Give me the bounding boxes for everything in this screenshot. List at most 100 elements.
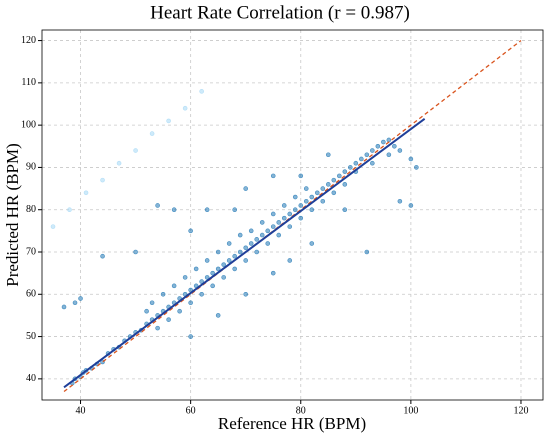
scatter-point [243,258,249,263]
scatter-point [287,258,293,263]
scatter-point [259,220,265,225]
y-tick-label: 80 [26,204,36,215]
scatter-point [248,241,254,246]
scatter-point [281,215,287,221]
scatter-point [237,249,243,255]
scatter-point [100,253,105,259]
scatter-point [386,137,392,143]
y-tick-label: 110 [21,77,36,88]
scatter-point [237,232,243,238]
scatter-point [364,152,370,158]
scatter-point [160,291,166,297]
scatter-point [133,249,138,255]
scatter-point [188,334,193,339]
scatter-point [259,232,265,238]
scatter-point [320,186,326,191]
scatter-point [67,207,72,213]
scatter-point [292,194,298,200]
scatter-point [287,224,293,229]
scatter-point [166,118,171,124]
scatter-point [72,300,78,306]
scatter-point [215,249,221,255]
scatter-point [232,207,237,213]
scatter-point [171,207,177,213]
scatter-point [155,203,160,208]
scatter-point [348,165,353,170]
scatter-point [188,300,193,306]
scatter-point [270,270,276,276]
scatter-point [215,313,221,318]
scatter-point [221,275,226,280]
scatter-point [243,291,249,297]
scatter-point [331,190,337,196]
scatter-point [166,317,171,322]
scatter-point [336,173,342,179]
scatter-point [177,308,182,314]
scatter-point [83,190,89,196]
scatter-point [309,194,315,200]
scatter-point [353,160,359,166]
y-tick-label: 50 [26,331,36,342]
y-tick-label: 100 [21,119,36,130]
scatter-point [342,182,348,187]
scatter-point [265,241,271,246]
scatter-point [204,258,210,263]
scatter-point [292,207,298,213]
scatter-point [342,169,348,174]
scatter-point [408,156,414,162]
scatter-point [281,203,287,208]
scatter-point [325,182,331,187]
scatter-point [270,211,276,217]
scatter-point [303,186,309,191]
scatter-point [254,249,260,255]
x-axis-label: Reference HR (BPM) [218,414,366,433]
scatter-point [78,296,83,301]
scatter-point [408,203,414,208]
y-tick-label: 40 [26,373,36,384]
scatter-point [276,232,282,238]
scatter-point [359,156,364,162]
scatter-point [248,228,254,234]
y-tick-label: 120 [21,35,36,46]
scatter-point [232,266,237,272]
scatter-point [414,165,419,170]
scatter-point [182,275,188,280]
scatter-point [254,237,260,242]
scatter-point [50,224,56,229]
x-tick-label: 120 [513,405,528,416]
scatter-point [270,224,276,229]
scatter-point [215,266,221,272]
chart-title: Heart Rate Correlation (r = 0.987) [150,2,410,23]
scatter-point [381,139,386,145]
x-tick-label: 40 [76,405,86,416]
scatter-point [276,220,282,225]
scatter-point [193,266,199,272]
y-tick-label: 70 [26,246,36,257]
scatter-point [210,270,215,276]
scatter-point [226,241,232,246]
scatter-point [309,207,315,213]
x-tick-label: 60 [186,405,196,416]
scatter-point [303,198,309,204]
scatter-point [226,258,232,263]
scatter-point [298,173,304,179]
scatter-point [133,148,138,153]
scatter-point [298,203,304,208]
scatter-point [149,300,155,306]
scatter-point [364,249,370,255]
scatter-point [171,283,177,289]
scatter-point [149,131,155,136]
scatter-point [320,198,326,204]
scatter-point [370,148,375,153]
scatter-point [342,207,348,213]
x-tick-label: 80 [296,405,306,416]
fit-line [63,117,426,389]
scatter-point [386,152,392,158]
scatter-point [232,253,237,259]
y-tick-label: 60 [26,289,36,300]
scatter-point [116,160,122,166]
scatter-point [61,304,67,310]
scatter-point [204,207,210,213]
